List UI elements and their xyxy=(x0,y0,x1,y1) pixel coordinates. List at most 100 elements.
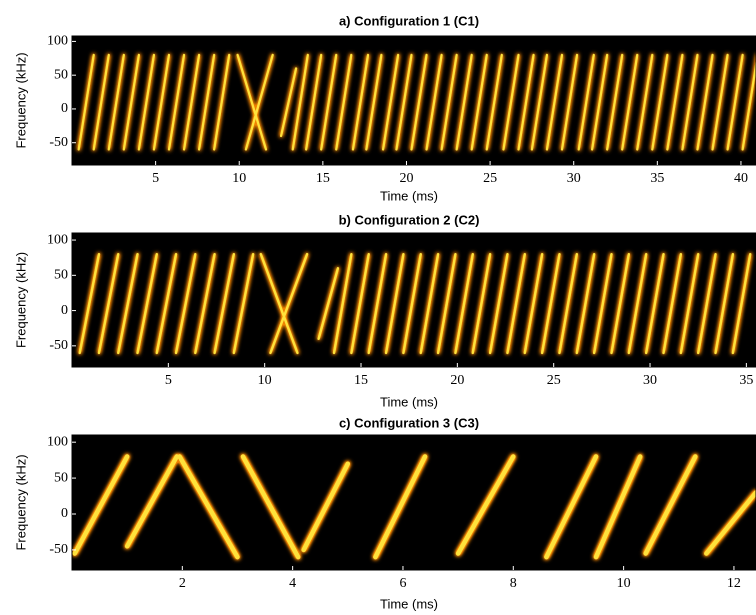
chirp xyxy=(523,252,544,355)
x-tick-label: 30 xyxy=(567,171,581,186)
chirps xyxy=(78,252,752,355)
x-axis-label: Time (ms) xyxy=(380,394,438,409)
chirp xyxy=(259,252,299,355)
y-tick-label: -50 xyxy=(49,135,68,150)
chirp xyxy=(544,454,599,560)
chirp xyxy=(194,252,216,355)
chirp xyxy=(122,53,140,151)
chirp xyxy=(136,252,158,355)
y-tick-label: 50 xyxy=(54,268,68,283)
chirp xyxy=(332,252,353,355)
chirp xyxy=(177,454,240,560)
chirp xyxy=(117,252,139,355)
plot-frame xyxy=(71,35,756,166)
chirp xyxy=(679,252,700,355)
chirp xyxy=(696,252,717,355)
x-tick-label: 25 xyxy=(547,373,561,388)
x-tick-label: 40 xyxy=(734,171,748,186)
plot-background xyxy=(72,233,756,367)
chirp xyxy=(350,252,370,355)
x-tick-label: 15 xyxy=(316,171,330,186)
chirp xyxy=(72,454,130,556)
x-tick-label: 15 xyxy=(354,373,368,388)
chirp xyxy=(351,53,370,151)
x-tick-label: 20 xyxy=(450,373,464,388)
x-tick-label: 20 xyxy=(399,171,413,186)
chirp xyxy=(592,252,613,355)
chirp xyxy=(320,53,338,151)
y-tick-label: -50 xyxy=(49,338,68,353)
plot-frame xyxy=(71,232,756,368)
chirp xyxy=(440,53,458,151)
x-tick-label: 12 xyxy=(727,576,741,591)
chirp xyxy=(681,53,699,151)
chirp xyxy=(560,53,579,151)
chirp xyxy=(232,252,255,355)
chirp xyxy=(152,53,171,151)
panel-title: a) Configuration 1 (C1) xyxy=(339,13,479,28)
y-tick-label: 50 xyxy=(54,67,68,82)
chirp xyxy=(213,252,236,355)
chirp xyxy=(77,53,95,151)
chirp xyxy=(643,454,698,556)
chirp xyxy=(419,252,440,355)
chirp xyxy=(741,58,756,151)
chirp xyxy=(317,267,340,340)
chirp xyxy=(540,252,561,355)
chirp xyxy=(92,53,110,151)
chirp xyxy=(454,252,474,355)
chirp xyxy=(155,252,178,355)
panel-title: c) Configuration 3 (C3) xyxy=(339,415,479,430)
chirp xyxy=(97,252,120,355)
chirp xyxy=(455,454,516,556)
y-tick-label: 0 xyxy=(61,303,68,318)
chirp xyxy=(174,252,197,355)
chirp xyxy=(367,252,388,355)
chirp xyxy=(425,53,443,151)
chirp xyxy=(517,53,535,151)
chirp xyxy=(381,53,400,151)
y-tick-label: 100 xyxy=(47,232,68,247)
x-axis-label: Time (ms) xyxy=(380,596,438,611)
chirp xyxy=(621,53,639,151)
chirp xyxy=(731,252,752,355)
plot-frame xyxy=(71,434,756,571)
chirp xyxy=(662,252,683,355)
x-tick-label: 30 xyxy=(643,373,657,388)
chirp xyxy=(410,53,428,151)
y-tick-label: 100 xyxy=(47,434,68,449)
chirp xyxy=(726,53,744,151)
chirp xyxy=(182,53,201,151)
chirp xyxy=(704,490,756,556)
y-tick-label: -50 xyxy=(49,542,68,557)
chirp xyxy=(545,53,564,151)
chirp xyxy=(610,252,631,355)
chirp xyxy=(455,53,473,151)
x-tick-label: 6 xyxy=(399,576,406,591)
x-tick-label: 5 xyxy=(152,171,159,186)
x-tick-label: 5 xyxy=(165,373,172,388)
y-tick-label: 0 xyxy=(61,101,68,116)
chirps xyxy=(72,454,756,560)
chirp xyxy=(213,53,231,151)
x-tick-label: 8 xyxy=(510,576,517,591)
x-axis-label: Time (ms) xyxy=(380,188,438,203)
chirp xyxy=(78,252,101,355)
chirp xyxy=(666,53,684,151)
x-tick-label: 10 xyxy=(232,171,246,186)
chirp xyxy=(167,53,186,151)
x-tick-label: 10 xyxy=(258,373,272,388)
chirp xyxy=(291,53,309,151)
x-tick-label: 10 xyxy=(617,576,631,591)
y-tick-label: 100 xyxy=(47,34,68,49)
chirp xyxy=(373,454,428,560)
chirp xyxy=(244,53,274,151)
x-tick-label: 25 xyxy=(483,171,497,186)
y-axis-label: Frequency (kHz) xyxy=(13,252,28,348)
chirp xyxy=(471,252,492,355)
chirp xyxy=(470,53,488,151)
chirp xyxy=(530,53,549,151)
chirp xyxy=(402,252,422,355)
chirp xyxy=(593,454,643,560)
y-axis-label: Frequency (kHz) xyxy=(13,52,28,148)
